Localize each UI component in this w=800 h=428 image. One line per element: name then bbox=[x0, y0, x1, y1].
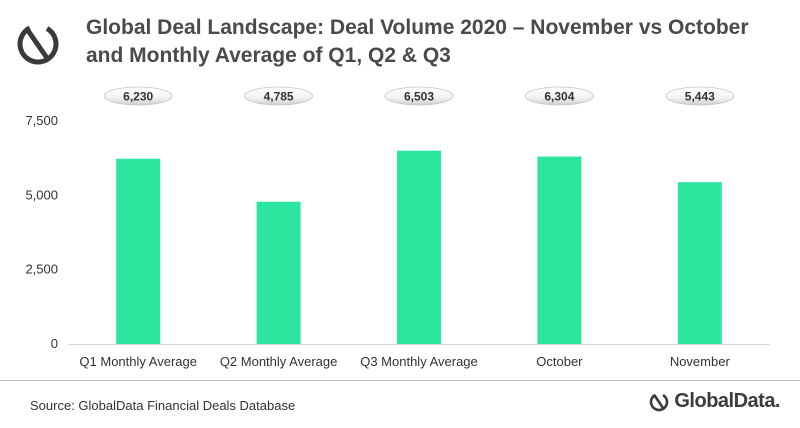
y-tick-label: 2,500 bbox=[25, 262, 58, 277]
brand-logo: GlobalData. bbox=[648, 390, 780, 413]
bar-chart: 0 2,500 5,000 7,500 Q1 Monthly Average 6,230… bbox=[25, 86, 770, 369]
value-label-pill bbox=[244, 86, 314, 106]
bar bbox=[677, 182, 722, 344]
brand-mark-icon bbox=[650, 392, 669, 411]
value-label: 6,230 bbox=[123, 90, 153, 104]
y-tick-label: 7,500 bbox=[25, 113, 58, 128]
x-tick-label: October bbox=[536, 354, 583, 369]
source-note: Source: GlobalData Financial Deals Datab… bbox=[30, 398, 296, 413]
value-label: 6,503 bbox=[404, 90, 434, 104]
y-tick-label: 0 bbox=[51, 336, 58, 351]
bar bbox=[116, 158, 161, 344]
chart-title-line-2: and Monthly Average of Q1, Q2 & Q3 bbox=[86, 44, 451, 67]
brand-name: GlobalData. bbox=[674, 390, 780, 412]
bar bbox=[537, 156, 582, 344]
globaldata-mark-icon bbox=[17, 23, 59, 65]
value-label: 4,785 bbox=[264, 90, 294, 104]
bar bbox=[256, 201, 301, 344]
bar bbox=[397, 150, 441, 344]
value-label-pill bbox=[384, 86, 454, 106]
y-tick-label: 5,000 bbox=[25, 187, 58, 202]
value-label: 5,443 bbox=[685, 90, 715, 104]
x-tick-label: November bbox=[670, 354, 731, 369]
chart-title: Global Deal Landscape: Deal Volume 2020 … bbox=[86, 14, 786, 70]
footer-divider bbox=[0, 380, 800, 381]
x-tick-label: Q3 Monthly Average bbox=[360, 354, 478, 369]
value-label-pill bbox=[103, 86, 173, 106]
value-label-pill bbox=[665, 86, 735, 106]
chart-title-line-1: Global Deal Landscape: Deal Volume 2020 … bbox=[86, 16, 749, 39]
x-tick-label: Q1 Monthly Average bbox=[79, 354, 197, 369]
value-label: 6,304 bbox=[544, 90, 574, 104]
x-tick-label: Q2 Monthly Average bbox=[220, 354, 338, 369]
value-label-pill bbox=[525, 86, 594, 106]
